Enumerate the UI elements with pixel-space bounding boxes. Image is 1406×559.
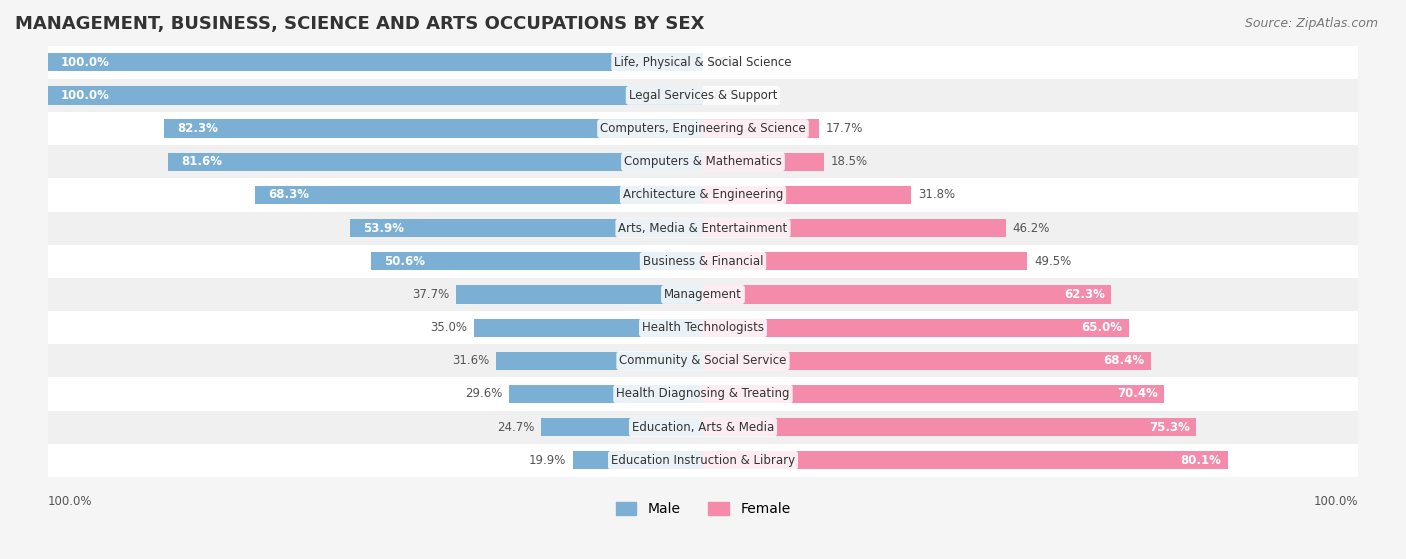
Bar: [541, 418, 703, 436]
Text: 70.4%: 70.4%: [1116, 387, 1157, 400]
Text: 100.0%: 100.0%: [60, 89, 110, 102]
Bar: [48, 410, 1358, 444]
Bar: [703, 451, 1227, 470]
Bar: [48, 311, 1358, 344]
Bar: [703, 285, 1111, 304]
Text: 100.0%: 100.0%: [1313, 495, 1358, 508]
Text: 81.6%: 81.6%: [181, 155, 222, 168]
Bar: [256, 186, 703, 204]
Text: Health Technologists: Health Technologists: [643, 321, 763, 334]
Bar: [48, 211, 1358, 245]
Bar: [496, 352, 703, 370]
Bar: [509, 385, 703, 403]
Text: Community & Social Service: Community & Social Service: [619, 354, 787, 367]
Bar: [169, 153, 703, 171]
Bar: [48, 112, 1358, 145]
Bar: [703, 352, 1152, 370]
Text: 46.2%: 46.2%: [1012, 221, 1050, 235]
Text: 29.6%: 29.6%: [465, 387, 502, 400]
Text: Education Instruction & Library: Education Instruction & Library: [612, 454, 794, 467]
Text: MANAGEMENT, BUSINESS, SCIENCE AND ARTS OCCUPATIONS BY SEX: MANAGEMENT, BUSINESS, SCIENCE AND ARTS O…: [15, 15, 704, 33]
Text: Arts, Media & Entertainment: Arts, Media & Entertainment: [619, 221, 787, 235]
Bar: [48, 245, 1358, 278]
Bar: [48, 79, 1358, 112]
Text: 19.9%: 19.9%: [529, 454, 567, 467]
Text: Architecture & Engineering: Architecture & Engineering: [623, 188, 783, 201]
Bar: [703, 418, 1197, 436]
Text: 24.7%: 24.7%: [498, 421, 534, 434]
Bar: [48, 53, 703, 72]
Bar: [703, 319, 1129, 337]
Bar: [703, 219, 1005, 237]
Text: Computers, Engineering & Science: Computers, Engineering & Science: [600, 122, 806, 135]
Text: Management: Management: [664, 288, 742, 301]
Bar: [703, 153, 824, 171]
Bar: [48, 278, 1358, 311]
Text: 100.0%: 100.0%: [60, 56, 110, 69]
Bar: [703, 385, 1164, 403]
Text: 53.9%: 53.9%: [363, 221, 404, 235]
Bar: [48, 46, 1358, 79]
Text: 82.3%: 82.3%: [177, 122, 218, 135]
Text: 0.0%: 0.0%: [710, 56, 740, 69]
Text: Education, Arts & Media: Education, Arts & Media: [631, 421, 775, 434]
Bar: [48, 145, 1358, 178]
Text: 65.0%: 65.0%: [1081, 321, 1122, 334]
Bar: [456, 285, 703, 304]
Text: 49.5%: 49.5%: [1033, 255, 1071, 268]
Text: 31.6%: 31.6%: [453, 354, 489, 367]
Bar: [48, 377, 1358, 410]
Text: Health Diagnosing & Treating: Health Diagnosing & Treating: [616, 387, 790, 400]
Bar: [703, 120, 818, 138]
Text: Source: ZipAtlas.com: Source: ZipAtlas.com: [1244, 17, 1378, 30]
Bar: [572, 451, 703, 470]
Text: 100.0%: 100.0%: [48, 495, 93, 508]
Bar: [474, 319, 703, 337]
Text: Computers & Mathematics: Computers & Mathematics: [624, 155, 782, 168]
Text: Legal Services & Support: Legal Services & Support: [628, 89, 778, 102]
Bar: [48, 86, 703, 105]
Text: 31.8%: 31.8%: [918, 188, 955, 201]
Bar: [703, 186, 911, 204]
Bar: [350, 219, 703, 237]
Text: 68.4%: 68.4%: [1104, 354, 1144, 367]
Bar: [371, 252, 703, 271]
Text: 37.7%: 37.7%: [412, 288, 450, 301]
Text: 75.3%: 75.3%: [1149, 421, 1189, 434]
Text: Business & Financial: Business & Financial: [643, 255, 763, 268]
Text: 68.3%: 68.3%: [269, 188, 309, 201]
Bar: [48, 178, 1358, 211]
Text: 62.3%: 62.3%: [1064, 288, 1105, 301]
Text: 0.0%: 0.0%: [710, 89, 740, 102]
Bar: [48, 444, 1358, 477]
Bar: [163, 120, 703, 138]
Text: 35.0%: 35.0%: [430, 321, 467, 334]
Text: Life, Physical & Social Science: Life, Physical & Social Science: [614, 56, 792, 69]
Text: 50.6%: 50.6%: [385, 255, 426, 268]
Text: 18.5%: 18.5%: [831, 155, 868, 168]
Text: 80.1%: 80.1%: [1181, 454, 1222, 467]
Bar: [703, 252, 1028, 271]
Legend: Male, Female: Male, Female: [610, 496, 796, 522]
Text: 17.7%: 17.7%: [825, 122, 863, 135]
Bar: [48, 344, 1358, 377]
